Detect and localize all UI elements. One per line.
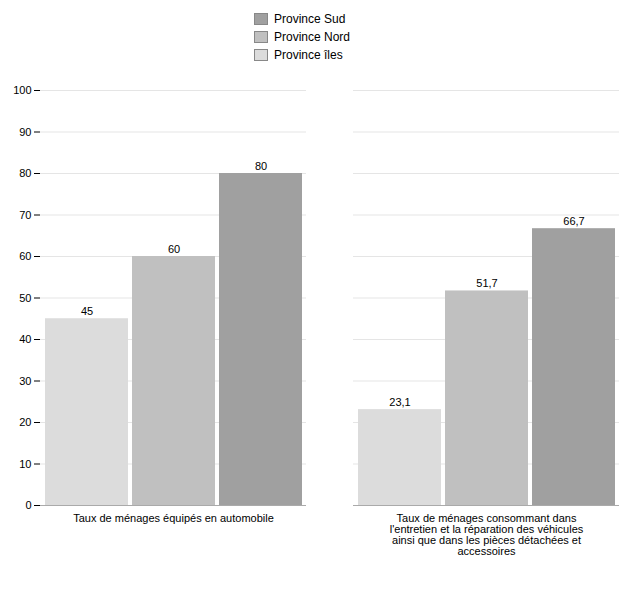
html-text:Province îles: Province îles (274, 48, 343, 62)
svg-text:45: 45 (81, 305, 93, 317)
html-text:Province Sud: Province Sud (274, 12, 346, 26)
svg-text:66,7: 66,7 (563, 215, 584, 227)
svg-text:40: 40 (19, 333, 31, 345)
svg-text:90: 90 (19, 126, 31, 138)
svg-text:0: 0 (25, 499, 31, 511)
svg-text:51,7: 51,7 (476, 277, 497, 289)
svg-text:70: 70 (19, 209, 31, 221)
svg-text:60: 60 (19, 250, 31, 262)
svg-text:60: 60 (168, 243, 180, 255)
svg-text:20: 20 (19, 416, 31, 428)
svg-text:23,1: 23,1 (389, 396, 410, 408)
svg-text:50: 50 (19, 292, 31, 304)
html-text:Province Nord: Province Nord (274, 30, 350, 44)
svg-text:80: 80 (255, 160, 267, 172)
svg-text:Taux de ménages consommant dan: Taux de ménages consommant dansl'entreti… (390, 512, 584, 557)
svg-text:100: 100 (13, 84, 31, 96)
svg-text:30: 30 (19, 375, 31, 387)
svg-text:80: 80 (19, 167, 31, 179)
svg-text:Taux de ménages équipés en aut: Taux de ménages équipés en automobile (73, 512, 274, 524)
svg-text:10: 10 (19, 458, 31, 470)
